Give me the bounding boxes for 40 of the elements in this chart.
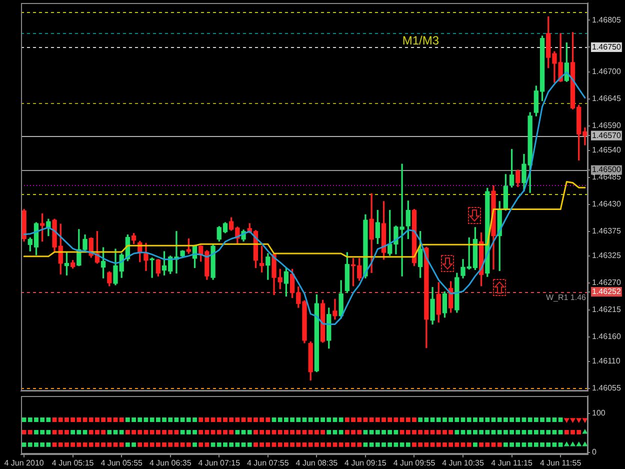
y-tick-label: 1.46485 (592, 172, 622, 182)
y-tick-label: 1.46590 (592, 120, 622, 130)
x-tick-label: 4 Jun 08:35 (296, 458, 338, 468)
y-tick-label: 1.46750 (592, 42, 622, 52)
y-tick-label: 1.46215 (592, 305, 622, 314)
y-tick-label: 1.46110 (592, 356, 621, 366)
y-tick-label: 1.46500 (592, 165, 622, 174)
y-tick-label: 1.46430 (592, 200, 622, 209)
annotation: M1/M3 (402, 33, 440, 48)
y-tick-label: 0 (592, 448, 597, 457)
x-tick-label: 4 Jun 05:55 (100, 458, 144, 468)
y-tick-label: 1.46270 (592, 278, 622, 288)
y-tick-label: 1.46252 (592, 286, 622, 296)
y-tick-label: 1.46700 (592, 66, 622, 76)
y-tick-label: 1.46805 (592, 15, 622, 24)
x-tick-label: 4 Jun 06:35 (149, 458, 192, 468)
x-tick-label: 4 Jun 09:55 (393, 458, 436, 468)
point (564, 441, 570, 446)
y-tick-label: 1.46055 (592, 384, 622, 393)
y-tick-label: 1.46160 (592, 332, 622, 342)
x-tick-label: 4 Jun 09:15 (344, 458, 387, 468)
y-tick-label: 1.46570 (592, 130, 622, 140)
y-tick-label: 1.46645 (592, 94, 622, 103)
point (564, 418, 570, 423)
x-tick-label: 4 Jun 07:15 (198, 458, 241, 468)
x-tick-label: 4 Jun 11:15 (491, 458, 533, 468)
x-tick-label: 4 Jun 05:15 (52, 458, 94, 468)
x-tick-label: 4 Jun 11:55 (540, 458, 582, 468)
y-tick-label: 100 (592, 408, 606, 418)
point (576, 441, 582, 446)
point (576, 418, 582, 423)
y-tick-label: 1.46325 (592, 251, 622, 260)
point (570, 441, 576, 446)
ref-line-label: W_R1 1.46 (546, 292, 587, 302)
x-tick-label: 4 Jun 07:55 (247, 458, 290, 468)
y-tick-label: 1.46540 (592, 146, 622, 155)
x-tick-label: 4 Jun 2010 (4, 458, 44, 468)
x-tick-label: 4 Jun 10:35 (442, 458, 484, 468)
y-tick-label: 1.46375 (592, 226, 622, 236)
point (570, 418, 576, 423)
